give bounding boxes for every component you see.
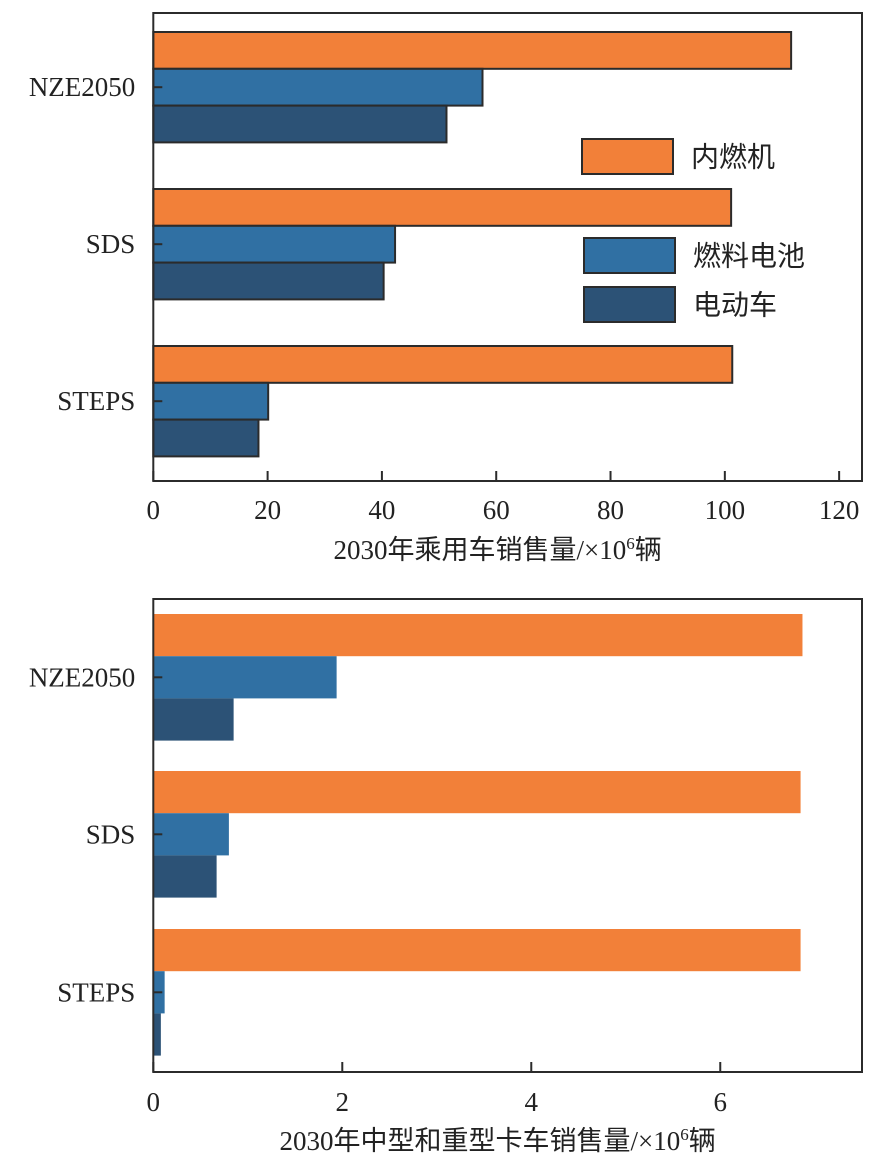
y-category-label: NZE2050 [29,72,135,102]
bar-electric-steps [152,418,260,458]
x-axis-title: 2030年中型和重型卡车销售量/×106辆 [280,1125,716,1156]
x-ticks: 0 20 40 60 80 100 120 [147,471,860,525]
x-axis-title: 2030年乘用车销售量/×106辆 [334,534,662,565]
y-category-label: NZE2050 [29,662,135,692]
bar-ice-nze2050 [153,614,803,657]
legend-item-fuel_cell: 燃料电池 [583,237,805,274]
x-tick-label: 20 [254,495,281,525]
legend-swatch [583,286,676,323]
legend-swatch [583,237,676,274]
x-tick-label: 80 [597,495,624,525]
legend-label: 燃料电池 [693,241,805,273]
bar-electric-nze2050 [153,698,234,741]
x-tick-label: 40 [368,495,395,525]
passenger-car-chart: 0 20 40 60 80 100 120 NZE2050 SDS STEPS 2030年乘用车… [29,12,864,565]
bar-fuel_cell-nze2050 [153,656,337,699]
legend-item-ice: 内燃机 [581,138,775,175]
bar-fuel_cell-nze2050 [152,67,484,107]
x-tick-label: 60 [483,495,510,525]
y-category-label: STEPS [57,977,135,1007]
plot-frame [152,12,864,482]
bar-ice-sds [152,188,733,227]
bar-electric-nze2050 [152,104,448,144]
bar-fuel_cell-steps [152,381,270,421]
bars-group [153,614,803,1056]
plot-frame [152,598,864,1073]
y-category-label: STEPS [57,386,135,416]
truck-chart: 0 2 4 6 NZE2050 SDS STEPS 2030年中型和重型卡车销售量/×10… [29,598,864,1156]
bars-group [152,31,793,458]
bar-fuel_cell-sds [152,224,397,264]
bar-ice-steps [152,345,734,384]
bar-electric-sds [153,855,217,898]
legend-label: 电动车 [693,290,777,322]
x-tick-label: 2 [336,1087,350,1117]
x-tick-label: 6 [714,1087,728,1117]
bar-ice-sds [153,771,801,814]
x-ticks: 0 2 4 6 [147,1062,727,1117]
x-tick-label: 0 [147,1087,161,1117]
y-category-label: SDS [86,229,136,259]
x-tick-label: 4 [525,1087,539,1117]
legend-swatch [581,138,674,175]
legend-item-electric: 电动车 [583,286,777,323]
bar-fuel_cell-sds [153,813,229,856]
bar-ice-steps [153,929,801,972]
bar-electric-sds [152,261,385,301]
y-category-labels: NZE2050 SDS STEPS [29,72,163,416]
bar-electric-steps [153,1013,161,1056]
y-category-labels: NZE2050 SDS STEPS [29,662,163,1007]
bar-ice-nze2050 [152,31,793,70]
y-category-label: SDS [86,819,136,849]
x-tick-label: 120 [819,495,860,525]
legend-label: 内燃机 [691,142,775,174]
x-tick-label: 100 [705,495,746,525]
x-tick-label: 0 [147,495,161,525]
